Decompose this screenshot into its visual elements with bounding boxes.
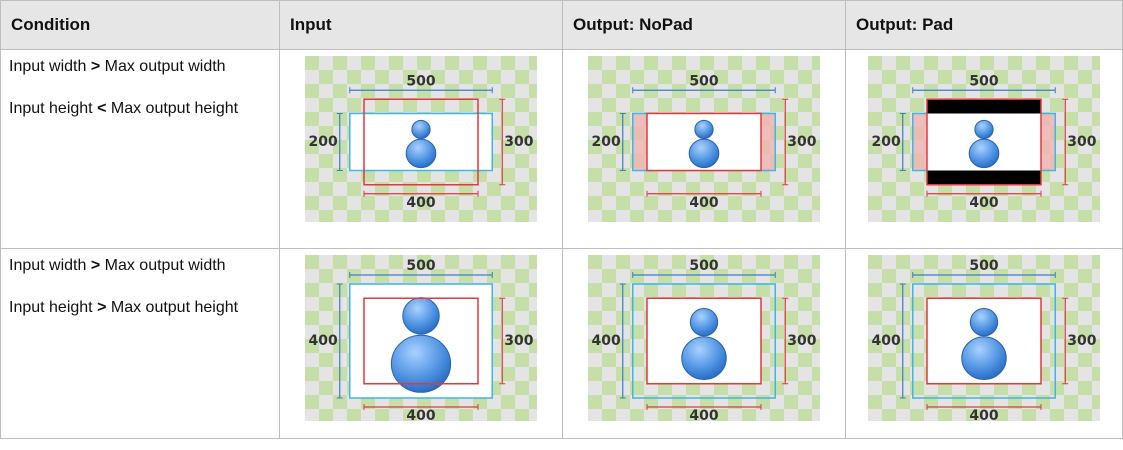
- comparison: >: [90, 58, 101, 75]
- diagram: 500 200 300 400: [305, 56, 537, 222]
- person-head: [694, 119, 714, 140]
- comparison: >: [97, 299, 107, 316]
- comparison: >: [90, 257, 101, 274]
- header-cell: Output: NoPad: [562, 0, 846, 50]
- person-body: [405, 138, 437, 169]
- dimension-label: 200: [872, 134, 901, 150]
- condition-text: Input height < Max output height: [9, 98, 271, 119]
- header-row: Condition Input Output: NoPad Output: Pad: [0, 0, 1123, 50]
- person-body: [681, 336, 727, 380]
- condition-text: Input width > Max output width: [9, 56, 271, 77]
- diagram: 500 200 300 400: [588, 56, 820, 222]
- condition-part: Max output height: [106, 100, 239, 117]
- dimension-label: 500: [406, 258, 435, 274]
- condition-part: Max output height: [106, 299, 239, 316]
- dimension-label: 500: [689, 73, 718, 89]
- condition-cell: Input width > Max output width Input heig…: [0, 49, 280, 249]
- diagram-cell: 500 400 300 400: [562, 248, 846, 439]
- dimension-label: 200: [309, 134, 338, 150]
- diagram: 500 200 300 400: [868, 56, 1100, 222]
- table-row: Input width > Max output width Input heig…: [0, 248, 1123, 439]
- dimension-label: 400: [406, 408, 435, 421]
- person-head: [411, 119, 431, 140]
- diagram: 500 400 300 400: [305, 255, 537, 421]
- table-body: Input width > Max output width Input heig…: [0, 49, 1123, 439]
- dimension-label: 400: [592, 333, 621, 349]
- header-cell: Input: [279, 0, 563, 50]
- max-output-frame: [926, 297, 1042, 385]
- dimension-label: 300: [504, 134, 533, 150]
- max-output-frame: [363, 98, 479, 186]
- header-cell: Output: Pad: [845, 0, 1123, 50]
- person-head: [402, 297, 440, 335]
- header-cell: Condition: [0, 0, 280, 50]
- dimension-label: 400: [309, 333, 338, 349]
- condition-part: Max output width: [100, 58, 226, 75]
- dimension-label: 300: [1067, 333, 1096, 349]
- condition-cell: Input width > Max output width Input heig…: [0, 248, 280, 439]
- condition-part: Input width: [9, 58, 91, 75]
- condition-part: Input height: [9, 299, 98, 316]
- person-body: [961, 336, 1007, 380]
- dimension-label: 500: [969, 73, 998, 89]
- person-body: [968, 138, 1000, 169]
- conditions-table: Condition Input Output: NoPad Output: Pad I…: [0, 0, 1123, 439]
- dimension-label: 300: [504, 333, 533, 349]
- dimension-label: 400: [406, 195, 435, 211]
- dimension-label: 500: [689, 258, 718, 274]
- diagram: 500 400 300 400: [588, 255, 820, 421]
- diagram: 500 400 300 400: [868, 255, 1100, 421]
- dimension-label: 400: [689, 195, 718, 211]
- dimension-label: 400: [969, 408, 998, 421]
- max-output-frame: [363, 297, 479, 385]
- dimension-label: 300: [1067, 134, 1096, 150]
- diagram-cell: 500 200 300 400: [562, 49, 846, 249]
- condition-part: Max output width: [100, 257, 226, 274]
- dimension-label: 300: [787, 134, 816, 150]
- person-head: [974, 119, 994, 140]
- condition-part: Input width: [9, 257, 91, 274]
- person-body: [688, 138, 720, 169]
- dimension-label: 500: [406, 73, 435, 89]
- dimension-label: 500: [969, 258, 998, 274]
- dimension-label: 400: [689, 408, 718, 421]
- max-output-frame: [926, 98, 1042, 186]
- max-output-frame: [646, 297, 762, 385]
- table-row: Input width > Max output width Input heig…: [0, 49, 1123, 249]
- max-output-frame: [646, 112, 762, 172]
- person-head: [689, 308, 719, 337]
- person-head: [969, 308, 999, 337]
- condition-part: Input height: [9, 100, 98, 117]
- dimension-label: 300: [787, 333, 816, 349]
- condition-text: Input height > Max output height: [9, 297, 271, 318]
- comparison: <: [97, 100, 107, 117]
- diagram-cell: 500 200 300 400: [845, 49, 1123, 249]
- dimension-label: 200: [592, 134, 621, 150]
- input-frame: [912, 283, 1056, 399]
- diagram-cell: 500 200 300 400: [279, 49, 563, 249]
- person-body: [390, 334, 452, 393]
- diagram-cell: 500 400 300 400: [845, 248, 1123, 439]
- input-frame: [632, 283, 776, 399]
- condition-text: Input width > Max output width: [9, 255, 271, 276]
- dimension-label: 400: [969, 195, 998, 211]
- diagram-cell: 500 400 300 400: [279, 248, 563, 439]
- dimension-label: 400: [872, 333, 901, 349]
